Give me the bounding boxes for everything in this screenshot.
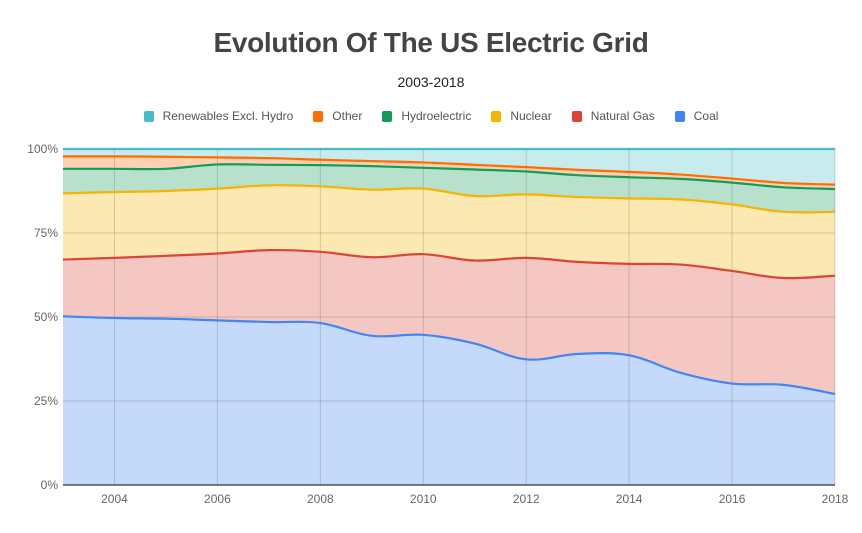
- gridlines: [63, 148, 836, 485]
- legend-label: Renewables Excl. Hydro: [162, 109, 294, 123]
- y-tick-label: 25%: [34, 394, 58, 408]
- legend-swatch: [313, 110, 324, 122]
- legend-swatch: [143, 110, 154, 122]
- y-tick-label: 50%: [34, 310, 58, 324]
- x-tick-label: 2012: [513, 492, 540, 506]
- legend-swatch: [674, 110, 685, 122]
- legend-label: Coal: [693, 109, 719, 123]
- area-nuclear: [63, 185, 835, 279]
- legend-label: Nuclear: [510, 109, 552, 123]
- legend-swatch: [491, 110, 502, 122]
- legend-swatch: [382, 110, 393, 122]
- line-hydroelectric: [62, 163, 836, 191]
- x-tick-label: 2004: [101, 492, 128, 506]
- line-nuclear: [62, 184, 836, 214]
- legend-item-other[interactable]: Other: [313, 109, 362, 123]
- legend-label: Natural Gas: [590, 109, 655, 123]
- x-tick-label: 2006: [204, 492, 231, 506]
- legend-item-coal[interactable]: Coal: [674, 109, 719, 123]
- legend-label: Other: [332, 109, 363, 123]
- chart-subtitle: 2003-2018: [397, 74, 465, 90]
- y-tick-label: 75%: [34, 226, 58, 240]
- series-lines: [62, 147, 836, 396]
- legend-item-renewables-excl-hydro[interactable]: Renewables Excl. Hydro: [143, 109, 294, 123]
- area-renewables-excl-hydro: [63, 149, 835, 185]
- chart-title: Evolution Of The US Electric Grid: [213, 27, 649, 58]
- line-coal: [62, 315, 836, 396]
- legend: Renewables Excl. Hydro Other Hydroelectric…: [0, 109, 862, 123]
- legend-item-natural-gas[interactable]: Natural Gas: [571, 109, 655, 123]
- axes: 0% 25% 50% 75% 100% 2004 2006 2008 2010 2012 2014 2…: [27, 142, 848, 506]
- legend-item-nuclear[interactable]: Nuclear: [491, 109, 552, 123]
- x-tick-label: 2016: [719, 492, 746, 506]
- x-tick-label: 2010: [410, 492, 437, 506]
- y-tick-label: 100%: [27, 142, 58, 156]
- area-hydroelectric: [63, 164, 835, 213]
- legend-item-hydroelectric[interactable]: Hydroelectric: [382, 109, 471, 123]
- x-tick-label: 2008: [307, 492, 334, 506]
- legend-label: Hydroelectric: [401, 109, 472, 123]
- line-natural-gas: [62, 248, 836, 280]
- x-tick-label: 2014: [616, 492, 643, 506]
- area-coal: [63, 316, 835, 485]
- y-tick-label: 0%: [41, 478, 59, 492]
- line-other: [62, 155, 836, 186]
- x-tick-label: 2018: [822, 492, 849, 506]
- legend-swatch: [571, 110, 582, 122]
